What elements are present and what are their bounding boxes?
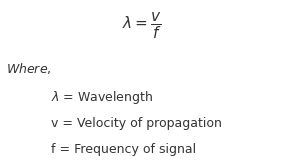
Text: $\mathit{Where,}$: $\mathit{Where,}$	[6, 61, 51, 76]
Text: v = Velocity of propagation: v = Velocity of propagation	[51, 117, 222, 130]
Text: f = Frequency of signal: f = Frequency of signal	[51, 143, 196, 156]
Text: $\lambda$ = Wavelength: $\lambda$ = Wavelength	[51, 89, 153, 106]
Text: $\lambda = \dfrac{v}{f}$: $\lambda = \dfrac{v}{f}$	[122, 11, 161, 41]
